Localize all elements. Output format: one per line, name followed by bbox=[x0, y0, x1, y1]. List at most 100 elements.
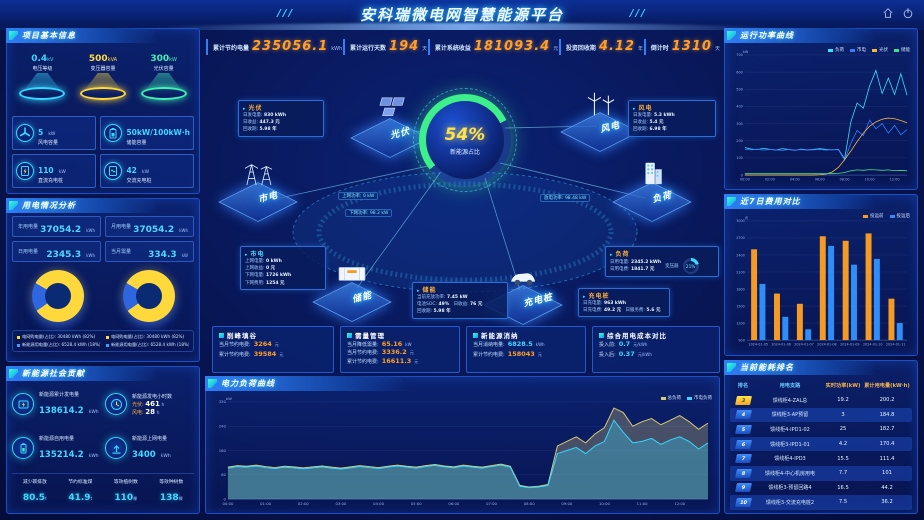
panel-usage-analysis: 用电情况分析 年用电量 37054.2 kWh 月用电量 37054.2 kWh 日… bbox=[6, 198, 200, 362]
app-header: /// 安科瑞微电网智慧能源平台 /// bbox=[0, 0, 924, 30]
legend-item[interactable]: 投运后 bbox=[889, 213, 910, 219]
usage-donut-right bbox=[122, 270, 175, 322]
infobox-pv: 光伏 日发电量: 830 kWh 日收益: 447.3 元 回收期: 5.98 … bbox=[238, 100, 324, 137]
flow-label: 下网功率: 98.2 kW bbox=[345, 209, 393, 217]
svg-text:2700: 2700 bbox=[736, 236, 745, 240]
panel-contribution: 新能源社会贡献 新能源累计发电量 138614.2 kWh 新能源发电小时数 光伏… bbox=[6, 366, 200, 514]
card-wind-capacity: 5 kW 风电容量 bbox=[12, 116, 97, 150]
svg-text:240: 240 bbox=[219, 425, 227, 429]
svg-text:1200: 1200 bbox=[736, 321, 745, 325]
infobox-storage: 储能 当前充放功率: 7.45 kW 电池SOC: 49% 日收益: 76 元 … bbox=[412, 282, 508, 319]
legend-item[interactable]: 市电负荷 bbox=[687, 395, 712, 401]
energy-flow-diagram: 市电 光伏 风电 负荷 储能 充电桩 54% 新能源占比 光伏 日发电量: 83… bbox=[205, 58, 722, 325]
table-row[interactable]: 7 馈线柜4-IPD3 15.5 111.4 bbox=[730, 451, 912, 466]
panel-project-info: 项目基本信息 0.4kV 电压等级 500kVA 变压器容量 300kW 光伏容… bbox=[6, 28, 200, 194]
table-row[interactable]: 9 馈线柜3-预留回路4 16.5 44.2 bbox=[730, 481, 912, 496]
svg-text:04:00: 04:00 bbox=[373, 502, 384, 506]
statbox-peak-shaving: 削峰填谷 当月节约电费: 3264 元 累计节约电费: 39584 元 bbox=[212, 326, 334, 373]
stat-day-usage: 日用电量 2345.3 kWh bbox=[12, 241, 101, 262]
legend-item[interactable]: 投运前 bbox=[863, 213, 884, 219]
square-icon bbox=[473, 332, 478, 338]
legend-item[interactable]: 光伏 bbox=[872, 47, 888, 53]
svg-text:3000: 3000 bbox=[736, 219, 745, 223]
solar-panel-icon bbox=[379, 97, 405, 116]
gauge-voltage: 0.4kV 电压等级 bbox=[14, 46, 70, 110]
svg-text:07:00: 07:00 bbox=[486, 502, 497, 506]
node-grid[interactable]: 市电 bbox=[218, 158, 298, 222]
svg-text:12:00: 12:00 bbox=[890, 178, 900, 182]
rank-badge: 9 bbox=[734, 483, 752, 493]
panel-header: 项目基本信息 bbox=[6, 28, 160, 43]
stat-month-demand: 当月需量 334.3 kW bbox=[105, 241, 194, 262]
node-pv[interactable]: 光伏 bbox=[350, 94, 430, 158]
svg-text:600: 600 bbox=[736, 70, 743, 74]
stat-year-usage: 年用电量 37054.2 kWh bbox=[12, 216, 101, 237]
svg-text:06:00: 06:00 bbox=[448, 502, 459, 506]
svg-text:03:00: 03:00 bbox=[335, 502, 346, 506]
power-icon[interactable] bbox=[902, 7, 914, 19]
chart-legend: 负荷 市电 光伏 储能 bbox=[822, 47, 910, 53]
svg-text:0: 0 bbox=[741, 173, 743, 177]
legend-item[interactable]: 储能 bbox=[894, 47, 910, 53]
svg-text:kW: kW bbox=[743, 50, 749, 54]
table-header: 排名 用电支路 实时功率(kW) 累计用电量(kW·h) bbox=[737, 383, 910, 389]
svg-text:320: 320 bbox=[219, 400, 227, 404]
table-row[interactable]: 10 馈线柜3-交流充电桩2 7.5 36.2 bbox=[730, 495, 912, 510]
svg-text:12:00: 12:00 bbox=[674, 502, 685, 506]
node-wind[interactable]: 风电 bbox=[560, 88, 640, 152]
rank-badge: 7 bbox=[734, 454, 752, 464]
mini-coal: 节约标准煤 41.9t bbox=[68, 480, 93, 503]
stat-month-usage: 月用电量 37054.2 kWh bbox=[105, 216, 194, 237]
svg-text:2024-01-08: 2024-01-08 bbox=[817, 342, 836, 346]
svg-text:2024-01-06: 2024-01-06 bbox=[771, 342, 790, 346]
kpi-bar: 累计节约电量 235056.1 kWh 累计运行天数 194 天 累计系统收益 18109… bbox=[206, 35, 720, 59]
panel-cost-compare: 近7日费用对比 投运前 投运后 900 1200 1500 1800 2100 2400 27… bbox=[724, 194, 918, 356]
table-row[interactable]: 8 馈线柜4-中心机房用电 7.7 101 bbox=[730, 465, 912, 481]
legend-item[interactable]: 负荷 bbox=[828, 47, 844, 53]
header-left-deco: /// bbox=[277, 8, 295, 19]
card-storage-capacity: 50kW/100kW·h 储能容量 bbox=[100, 116, 194, 150]
square-icon bbox=[219, 332, 224, 338]
legend-item[interactable]: 总负荷 bbox=[660, 395, 681, 401]
rank-badge: 8 bbox=[734, 468, 752, 478]
statbox-cost-compare: 综合用电成本对比 投入前: 0.7 元/kWh 投入后: 0.37 元/kWh bbox=[592, 326, 720, 373]
node-storage[interactable]: 储能 bbox=[312, 258, 392, 322]
donut-legend: 电网购电量(占比): 30480 kWh (82%) 电网购电量(占比): 30… bbox=[12, 330, 194, 352]
battery-container-icon bbox=[338, 267, 366, 281]
legend-item[interactable]: 市电 bbox=[850, 47, 866, 53]
table-row[interactable]: 3 馈线柜4-ZAL总 19.2 200.2 bbox=[730, 393, 912, 408]
table-row[interactable]: 6 馈线柜3-IPD1-01 4.2 170.4 bbox=[730, 436, 912, 452]
node-load[interactable]: 负荷 bbox=[612, 158, 692, 222]
self-use-battery-icon bbox=[12, 437, 34, 459]
load-curve-chart: 0 80 160 240 320 00:00 01:00 02:00 03:00 04:00 05:… bbox=[211, 394, 714, 509]
svg-text:元: 元 bbox=[745, 216, 749, 220]
gauge-transformer: 500kVA 变压器容量 bbox=[75, 46, 131, 110]
infobox-wind: 风电 日发电量: 5.3 kWh 日收益: 5.4 元 回收期: 6.98 年 bbox=[628, 100, 716, 137]
generator-icon bbox=[12, 393, 34, 415]
wind-turbine-icon bbox=[587, 92, 615, 116]
usage-donut-left bbox=[31, 270, 84, 322]
legend-item: 新能源用电量(占比): 6528.4 kWh (18%) bbox=[17, 342, 100, 348]
table-row[interactable]: 5 馈线柜4-IPD1-02 25 182.7 bbox=[730, 422, 912, 437]
node-charger[interactable]: 充电桩 bbox=[483, 261, 563, 325]
svg-text:700: 700 bbox=[736, 53, 743, 57]
home-icon[interactable] bbox=[882, 7, 894, 19]
svg-text:80: 80 bbox=[221, 473, 226, 477]
card-ac-charger: 42 kW 交流充电桩 bbox=[100, 154, 194, 188]
svg-text:kW: kW bbox=[226, 397, 232, 401]
svg-text:500: 500 bbox=[736, 88, 743, 92]
panel-header: 电力负荷曲线 bbox=[205, 376, 411, 391]
svg-text:400: 400 bbox=[736, 105, 743, 109]
panel-header: 用电情况分析 bbox=[6, 198, 160, 213]
transformer-gauge-label: 变压器 bbox=[665, 264, 679, 269]
svg-text:05:00: 05:00 bbox=[411, 502, 422, 506]
transformer-load-gauge: 21% bbox=[682, 258, 699, 274]
contrib-gen-hours: 新能源发电小时数 光伏: 461 h 风电: 28 h bbox=[105, 384, 194, 424]
svg-text:2100: 2100 bbox=[736, 270, 745, 274]
table-row[interactable]: 4 馈线柜3-AP预留 3 184.8 bbox=[730, 407, 912, 423]
legend-item: 新能源用电量(占比): 6528.4 kWh (18%) bbox=[106, 342, 189, 348]
battery-icon bbox=[104, 124, 123, 142]
kpi-payback: 投资回收期 4.12 年 bbox=[558, 39, 643, 55]
statbox-absorption: 新能源消纳 当月消纳电量: 6828.5 kWh 累计节约电费: 158043 元 bbox=[466, 326, 586, 373]
